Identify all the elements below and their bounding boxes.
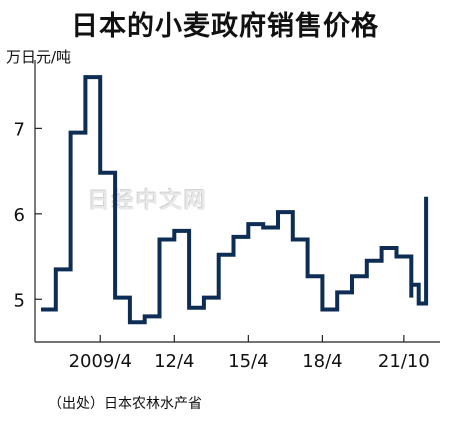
series [41, 75, 429, 325]
x-tick-label: 15/4 [228, 351, 268, 372]
tick-labels: 5 6 7 2009/4 12/4 15/4 18/4 21/10 [14, 119, 430, 372]
y-tick-label: 5 [14, 290, 25, 311]
chart-title: 日本的小麦政府销售价格 [71, 11, 379, 42]
y-tick-label: 7 [14, 119, 25, 140]
axes [34, 60, 440, 343]
source-note: （出处）日本农林水产省 [48, 396, 202, 412]
watermark: 日经中文网 [88, 189, 209, 214]
x-tick-label: 18/4 [302, 351, 342, 372]
price-step-line [41, 75, 429, 325]
x-tick-label: 2009/4 [69, 351, 132, 372]
y-tick-label: 6 [14, 205, 25, 226]
x-tick-label: 12/4 [154, 351, 194, 372]
y-axis-unit-label: 万日元/吨 [6, 48, 72, 66]
x-tick-label: 21/10 [378, 351, 430, 372]
